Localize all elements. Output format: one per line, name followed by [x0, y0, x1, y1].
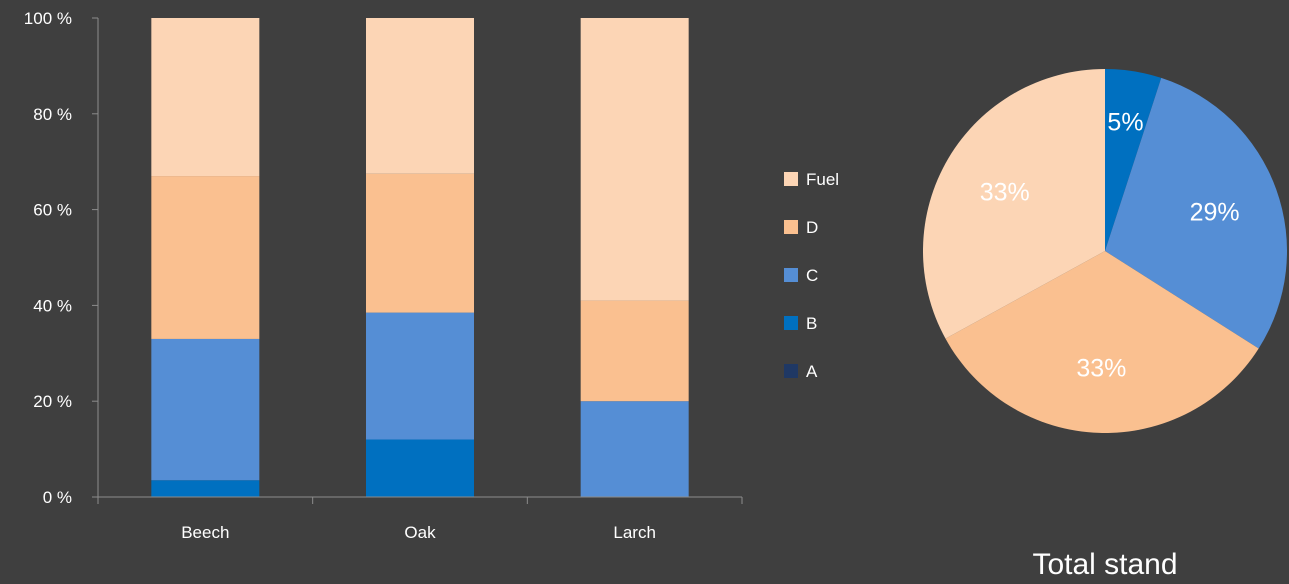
- bar-oak-fuel: [366, 18, 474, 174]
- legend-swatch-c: [784, 268, 798, 282]
- legend: Fuel D C B A: [784, 170, 839, 381]
- x-tick-label-oak: Oak: [404, 523, 436, 542]
- bar-oak-d: [366, 173, 474, 313]
- y-tick-label: 40 %: [33, 296, 72, 315]
- pie-label-d: 33%: [1076, 354, 1126, 382]
- bar-beech-b: [151, 480, 260, 497]
- pie-slice-d: [945, 251, 1259, 434]
- legend-swatch-b: [784, 316, 798, 330]
- bar-beech-d: [151, 176, 260, 339]
- pie-label-fuel: 33%: [980, 179, 1030, 207]
- bar-oak-b: [366, 439, 474, 497]
- legend-label-fuel: Fuel: [806, 170, 839, 189]
- pie-chart: 5% 29% 33% 33%: [923, 69, 1287, 434]
- y-tick-label: 100 %: [24, 9, 72, 28]
- y-tick-label: 0 %: [43, 488, 72, 507]
- legend-swatch-a: [784, 364, 798, 378]
- bar-larch-fuel: [580, 18, 689, 301]
- pie-slice-b: [1105, 69, 1162, 251]
- pie-label-c: 29%: [1190, 199, 1240, 227]
- stacked-bar-chart: 0 % 20 % 40 % 60 % 80 % 100 % Beech Oak Larch: [24, 9, 743, 542]
- bar-oak-c: [366, 312, 474, 440]
- legend-label-b: B: [806, 314, 817, 333]
- pie-slice-fuel: [923, 69, 1105, 339]
- y-tick-label: 20 %: [33, 392, 72, 411]
- bar-larch-c: [580, 401, 689, 497]
- legend-label-c: C: [806, 266, 818, 285]
- legend-swatch-fuel: [784, 172, 798, 186]
- pie-label-b: 5%: [1107, 109, 1143, 137]
- bar-larch-d: [580, 300, 689, 402]
- pie-title: Total stand: [1032, 548, 1177, 581]
- legend-label-a: A: [806, 362, 818, 381]
- y-tick-label: 60 %: [33, 201, 72, 220]
- bar-beech-fuel: [151, 18, 260, 177]
- y-tick-label: 80 %: [33, 105, 72, 124]
- legend-swatch-d: [784, 220, 798, 234]
- x-tick-label-beech: Beech: [181, 523, 229, 542]
- bar-beech-c: [151, 338, 260, 481]
- pie-slice-c: [1105, 77, 1287, 349]
- legend-label-d: D: [806, 218, 818, 237]
- x-tick-label-larch: Larch: [613, 523, 656, 542]
